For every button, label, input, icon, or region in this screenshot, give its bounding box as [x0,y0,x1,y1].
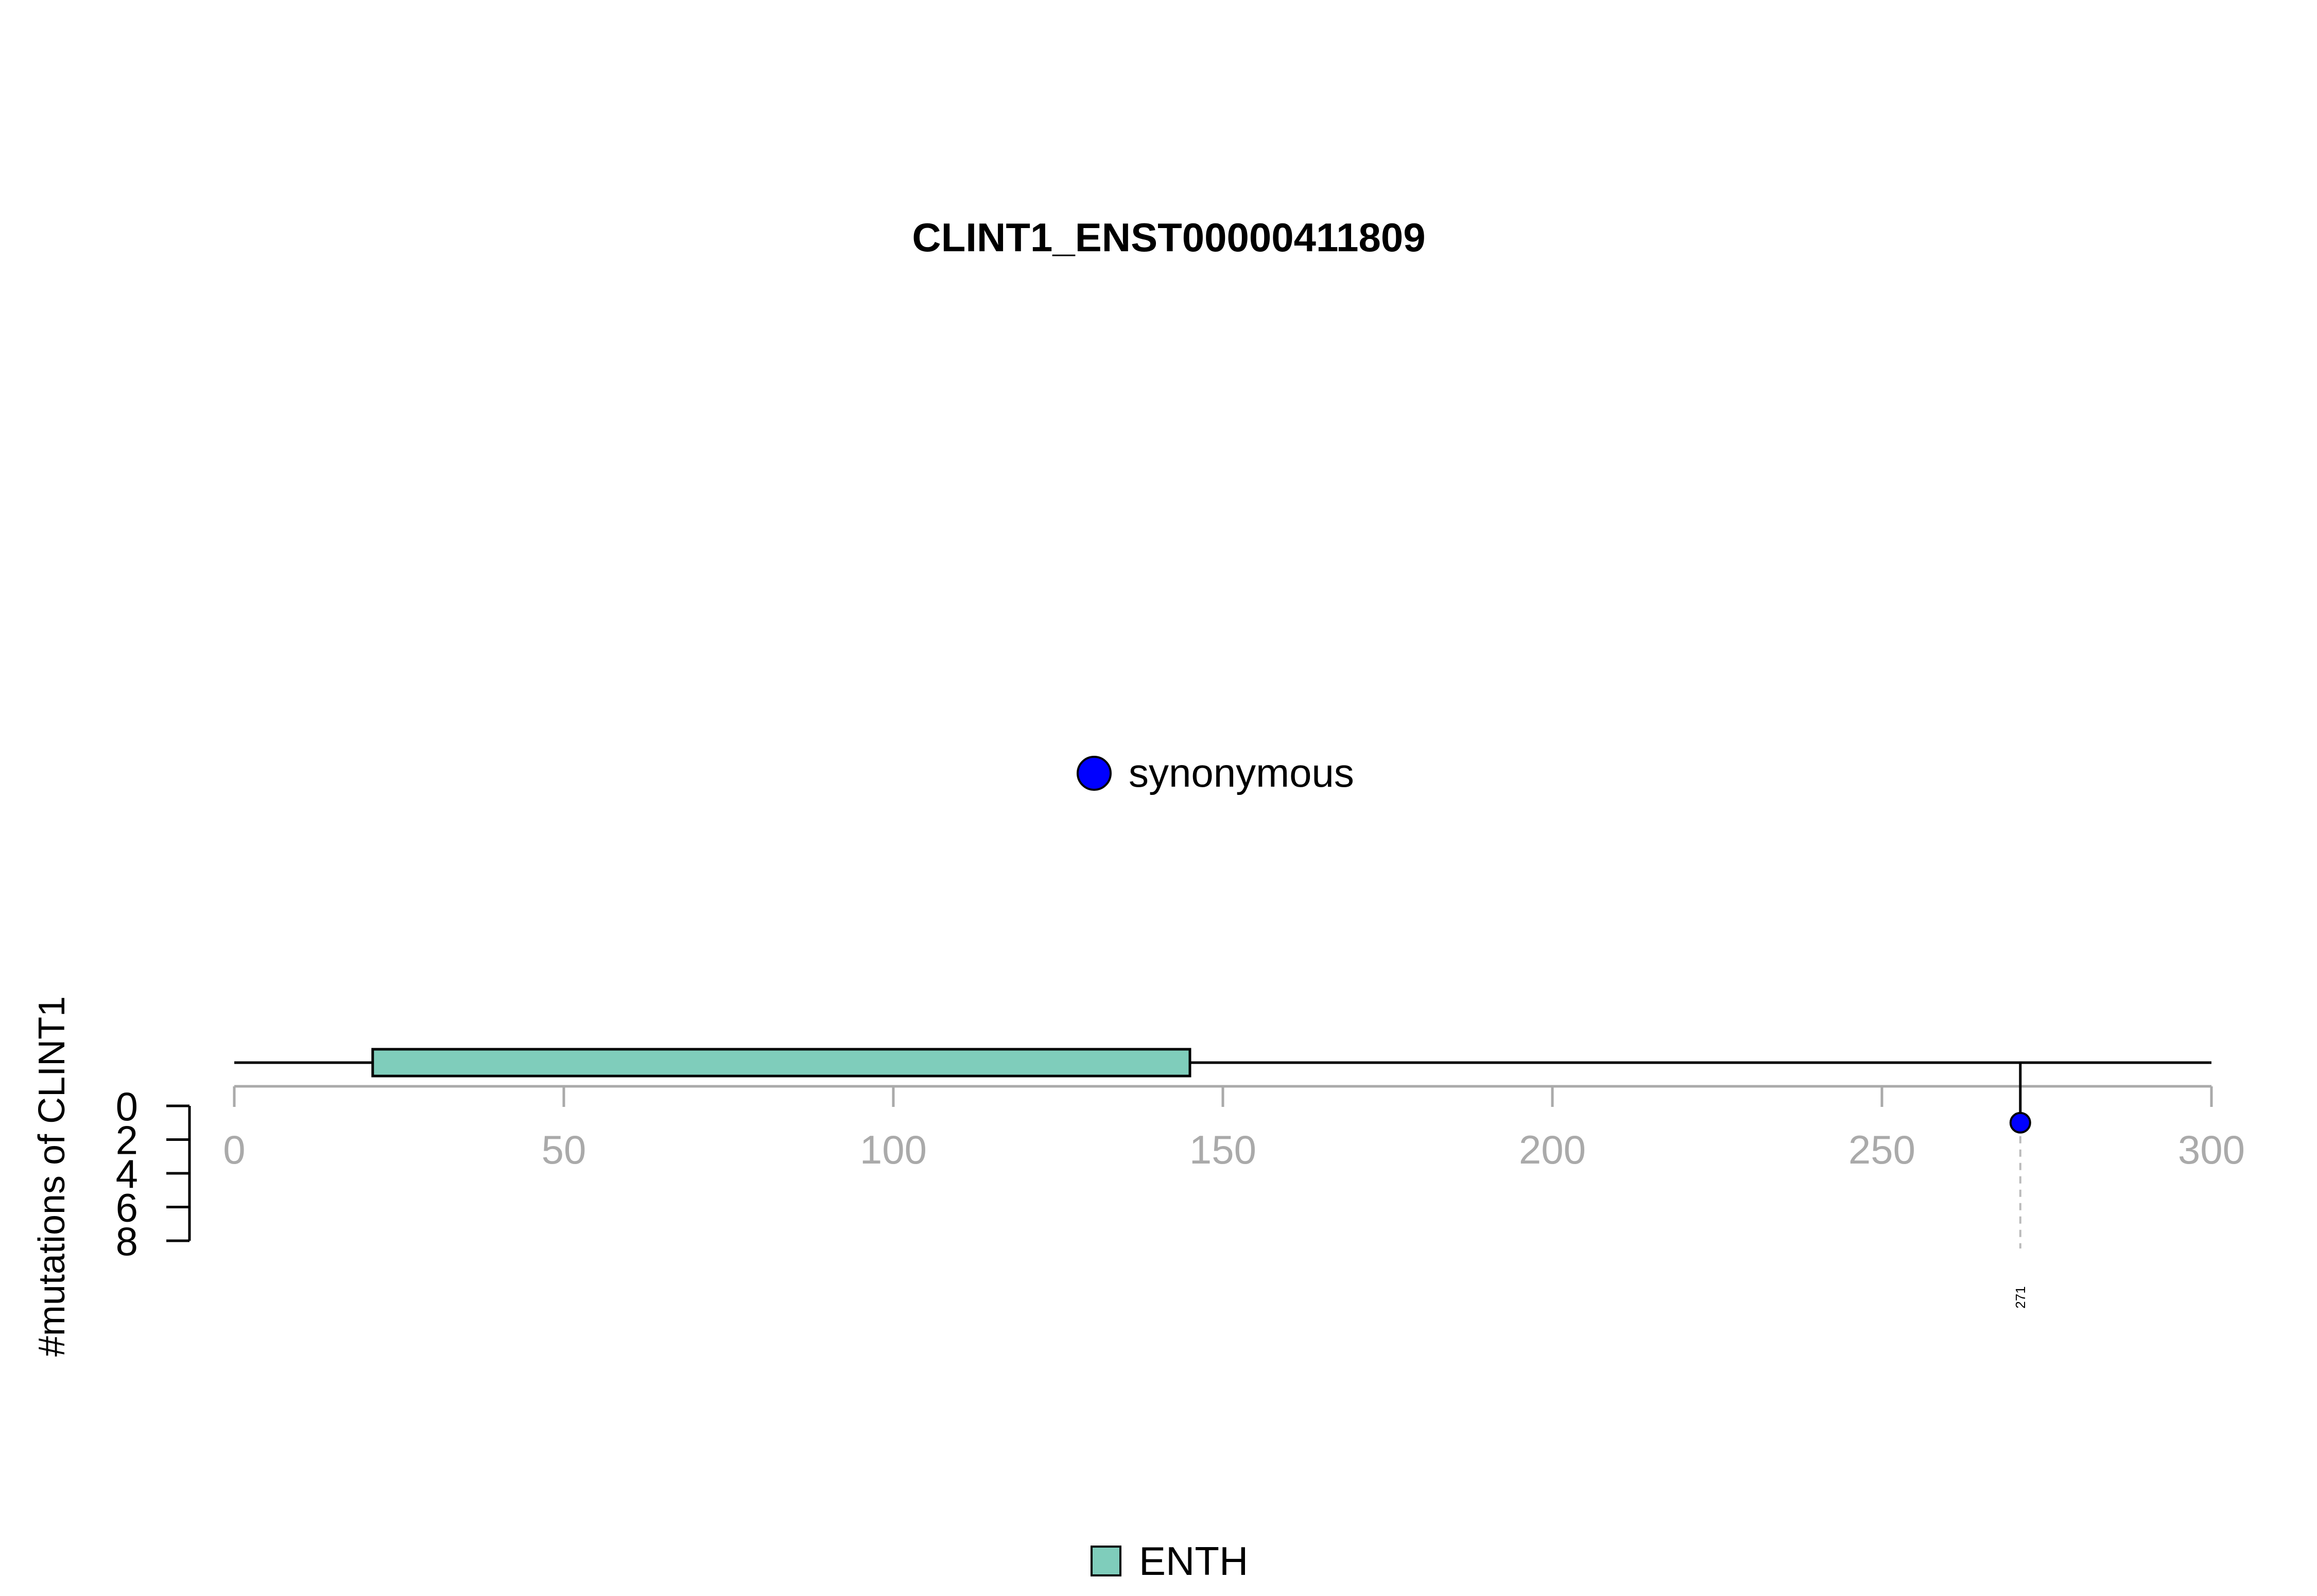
x-tick-label: 250 [1848,1127,1915,1172]
mutation-position-label: 271 [2013,1286,2028,1308]
legend-marker [1077,756,1112,791]
x-tick-label: 200 [1519,1127,1586,1172]
y-tick-label: 0 [116,1084,138,1129]
domain-box [371,1048,1191,1078]
x-tick-label: 100 [860,1127,927,1172]
x-tick-label: 300 [2178,1127,2245,1172]
chart-title: CLINT1_ENST00000411809 [912,215,1425,260]
domain-legend: ENTH [1091,1538,1248,1584]
y-axis-label: #mutations of CLINT1 [31,996,73,1357]
x-axis: 0 50 100 150 200 250 300 [223,1085,2245,1172]
mutation-point [2009,1112,2031,1134]
y-tick-label: 8 [116,1219,138,1264]
y-tick-label: 6 [116,1185,138,1230]
x-tick-label: 150 [1189,1127,1256,1172]
y-tick-label: 2 [116,1118,138,1163]
legend-label: synonymous [1129,750,1354,795]
y-tick-label: 4 [116,1151,138,1196]
legend-swatch [1091,1546,1121,1576]
legend-label: ENTH [1139,1538,1248,1584]
mutation-layer: 271 [2009,1063,2031,1309]
x-tick-label: 0 [223,1127,245,1172]
x-tick-label: 50 [542,1127,586,1172]
mutation-type-legend: synonymous [1077,750,1354,795]
domain-layer [371,1048,1191,1078]
